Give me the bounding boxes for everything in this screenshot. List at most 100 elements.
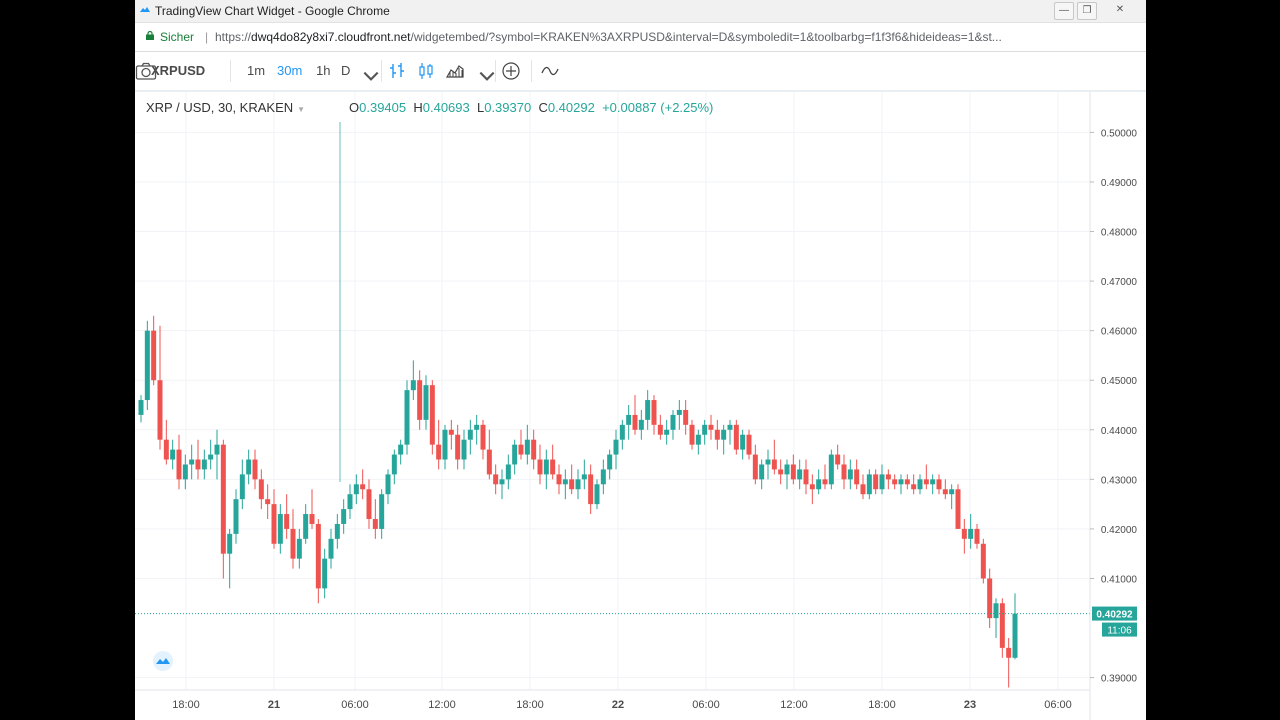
candle-body xyxy=(885,474,891,480)
candle-body xyxy=(714,429,720,440)
candle-body xyxy=(828,454,834,485)
candle-body xyxy=(391,454,397,475)
candles-icon[interactable] xyxy=(416,61,436,81)
candle-body xyxy=(227,533,233,554)
bar-chart-icon[interactable] xyxy=(387,61,407,81)
candle-body xyxy=(423,385,429,420)
candle-body xyxy=(170,449,176,460)
time-tick-label: 12:00 xyxy=(780,699,808,711)
last-price-label: 0.40292 xyxy=(1096,610,1133,621)
address-separator: | xyxy=(205,30,209,44)
candle-body xyxy=(955,489,961,529)
interval-d-button[interactable]: D xyxy=(341,63,351,78)
candle-body xyxy=(676,409,682,415)
candle-body xyxy=(949,489,955,495)
chart-area[interactable]: 0.50000 0.49000 0.48000 0.47000 0.46000 0.450… xyxy=(135,92,1146,720)
candle-body xyxy=(505,464,511,480)
symbol-search-button[interactable]: XRPUSD xyxy=(151,63,206,78)
candle-body xyxy=(746,434,752,455)
candle-body xyxy=(271,504,277,544)
tradingview-logo-icon[interactable] xyxy=(152,650,174,672)
candle-body xyxy=(771,459,777,470)
add-indicator-icon[interactable] xyxy=(501,61,521,81)
candle-body xyxy=(670,414,676,430)
candle-body xyxy=(778,469,784,475)
candle-body xyxy=(360,484,366,490)
candle-body xyxy=(252,459,258,480)
candle-body xyxy=(246,459,252,475)
candle-body xyxy=(708,424,714,430)
candle-body xyxy=(600,469,606,485)
address-bar[interactable]: Sicher | https://dwq4do82y8xi7.cloudfron… xyxy=(135,23,1146,52)
candle-body xyxy=(702,424,708,435)
candle-body xyxy=(176,449,182,480)
toolbar-divider xyxy=(531,60,532,82)
candle-body xyxy=(581,474,587,480)
candle-body xyxy=(347,494,353,510)
candle-body xyxy=(537,459,543,475)
candle-body xyxy=(822,479,828,485)
candle-body xyxy=(961,528,967,539)
interval-30m-button[interactable]: 30m xyxy=(277,63,303,78)
candle-body xyxy=(195,459,201,470)
candle-body xyxy=(474,424,480,430)
camera-icon[interactable] xyxy=(135,61,157,81)
candle-body xyxy=(727,424,733,430)
candle-body xyxy=(765,459,771,465)
minimize-button[interactable]: — xyxy=(1054,2,1074,20)
close-button[interactable]: ✕ xyxy=(1115,4,1125,15)
legend-dropdown-icon[interactable]: ▼ xyxy=(297,105,306,114)
candle-body xyxy=(993,603,999,619)
candle-body xyxy=(980,543,986,579)
candle-body xyxy=(315,523,321,589)
time-tick-label: 18:00 xyxy=(868,699,896,711)
candle-body xyxy=(436,444,442,460)
candle-body xyxy=(303,514,309,539)
chevron-down-icon[interactable] xyxy=(361,66,381,86)
candle-body xyxy=(575,479,581,490)
candle-body xyxy=(651,400,657,425)
toolbar-divider xyxy=(381,60,382,82)
url-text[interactable]: https://dwq4do82y8xi7.cloudfront.net/wid… xyxy=(215,30,1140,44)
time-tick-label: 06:00 xyxy=(1044,699,1072,711)
candle-body xyxy=(277,514,283,544)
candle-body xyxy=(638,419,644,430)
url-scheme: https:// xyxy=(215,30,252,44)
candle-body xyxy=(442,429,448,460)
countdown-badge xyxy=(1102,622,1137,637)
interval-1h-button[interactable]: 1h xyxy=(316,63,331,78)
compare-icon[interactable] xyxy=(540,61,560,81)
candle-body xyxy=(904,479,910,485)
candle-body xyxy=(797,469,803,480)
price-tick-label: 0.42000 xyxy=(1101,525,1138,536)
close-value: 0.40292 xyxy=(547,100,595,115)
candle-body xyxy=(353,484,359,495)
candle-body xyxy=(841,464,847,480)
candle-body xyxy=(461,439,467,460)
price-tick-label: 0.41000 xyxy=(1101,574,1138,585)
candle-body xyxy=(138,400,144,415)
candlestick-chart[interactable]: 0.50000 0.49000 0.48000 0.47000 0.46000 0.450… xyxy=(135,92,1146,720)
candle-body xyxy=(309,514,315,524)
price-tick-label: 0.44000 xyxy=(1101,426,1138,437)
candle-body xyxy=(657,424,663,435)
candle-body xyxy=(816,479,822,490)
candle-body xyxy=(265,499,271,505)
candle-body xyxy=(987,578,993,619)
chevron-down-icon[interactable] xyxy=(477,66,497,86)
candle-body xyxy=(689,424,695,445)
time-tick-label: 18:00 xyxy=(516,699,544,711)
interval-1m-button[interactable]: 1m xyxy=(247,63,266,78)
candle-body xyxy=(930,479,936,485)
candle-body xyxy=(752,454,758,480)
candle-body xyxy=(366,489,372,519)
area-chart-icon[interactable] xyxy=(445,61,465,81)
candle-body xyxy=(892,479,898,485)
restore-button[interactable]: ❐ xyxy=(1077,2,1097,20)
legend-symbol[interactable]: XRP / USD, 30, KRAKEN xyxy=(146,100,294,115)
close-label: C xyxy=(538,100,548,115)
candle-body xyxy=(157,380,163,440)
candle-body xyxy=(290,528,296,559)
candle-body xyxy=(803,469,809,485)
candle-body xyxy=(341,509,347,524)
